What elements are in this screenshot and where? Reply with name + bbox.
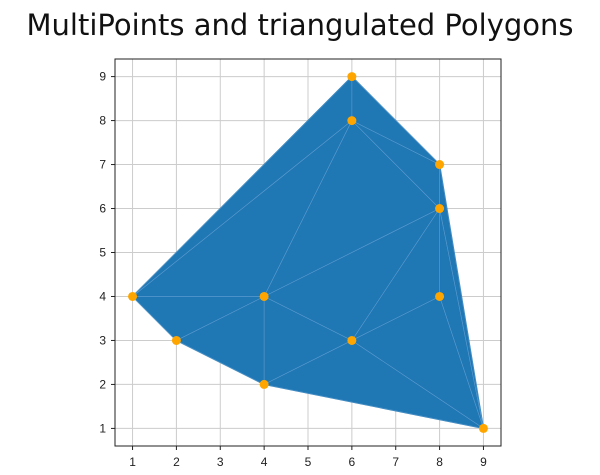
y-tick-label: 1 — [99, 421, 106, 435]
point-marker — [347, 72, 357, 82]
triangulated-polygon — [131, 75, 485, 430]
point-marker — [435, 204, 445, 214]
x-tick-label: 4 — [261, 455, 268, 469]
axis-ticks: 1 2 3 4 5 6 7 8 9 1 2 3 4 5 6 7 8 9 — [99, 70, 487, 469]
point-marker — [435, 291, 445, 301]
point-marker — [171, 335, 181, 345]
triangle-edge — [132, 75, 353, 297]
y-tick-label: 8 — [99, 114, 106, 128]
multipoints — [128, 72, 488, 433]
x-tick-label: 1 — [129, 455, 136, 469]
point-marker — [259, 291, 269, 301]
x-tick-label: 8 — [436, 455, 443, 469]
y-tick-label: 3 — [99, 333, 106, 347]
y-tick-label: 2 — [99, 377, 106, 391]
point-marker — [347, 335, 357, 345]
y-tick-label: 4 — [99, 289, 106, 303]
point-marker — [128, 291, 138, 301]
x-tick-label: 6 — [349, 455, 356, 469]
point-marker — [347, 116, 357, 126]
point-marker — [259, 379, 269, 389]
x-tick-label: 7 — [392, 455, 399, 469]
point-marker — [435, 160, 445, 170]
y-tick-label: 9 — [99, 70, 106, 84]
x-tick-label: 9 — [480, 455, 487, 469]
y-tick-label: 5 — [99, 246, 106, 260]
x-tick-label: 2 — [173, 455, 180, 469]
x-tick-label: 5 — [305, 455, 312, 469]
y-tick-label: 6 — [99, 202, 106, 216]
chart-title: MultiPoints and triangulated Polygons — [26, 8, 574, 42]
y-tick-label: 7 — [99, 158, 106, 172]
point-marker — [478, 423, 488, 433]
triangle-edge — [439, 164, 484, 429]
x-tick-label: 3 — [217, 455, 224, 469]
